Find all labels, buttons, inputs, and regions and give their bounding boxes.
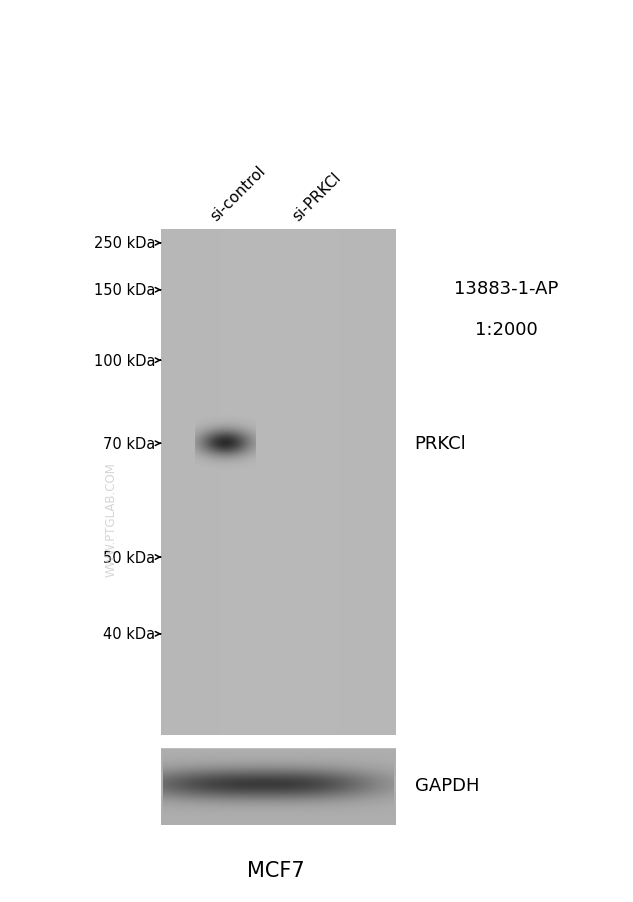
Text: 70 kDa: 70 kDa bbox=[103, 437, 155, 451]
Text: 100 kDa: 100 kDa bbox=[94, 354, 155, 368]
Text: 250 kDa: 250 kDa bbox=[94, 236, 155, 251]
Text: 13883-1-AP: 13883-1-AP bbox=[454, 280, 558, 298]
Text: WWW.PTGLAB.COM: WWW.PTGLAB.COM bbox=[104, 461, 117, 576]
Text: GAPDH: GAPDH bbox=[415, 776, 479, 794]
Text: 50 kDa: 50 kDa bbox=[103, 550, 155, 565]
Text: MCF7: MCF7 bbox=[246, 861, 304, 880]
Text: PRKCl: PRKCl bbox=[415, 435, 467, 453]
Text: si-control: si-control bbox=[208, 163, 268, 224]
Text: si-PRKCl: si-PRKCl bbox=[290, 170, 344, 224]
Text: 1:2000: 1:2000 bbox=[475, 320, 538, 338]
Text: 40 kDa: 40 kDa bbox=[103, 627, 155, 641]
Text: 150 kDa: 150 kDa bbox=[94, 283, 155, 298]
